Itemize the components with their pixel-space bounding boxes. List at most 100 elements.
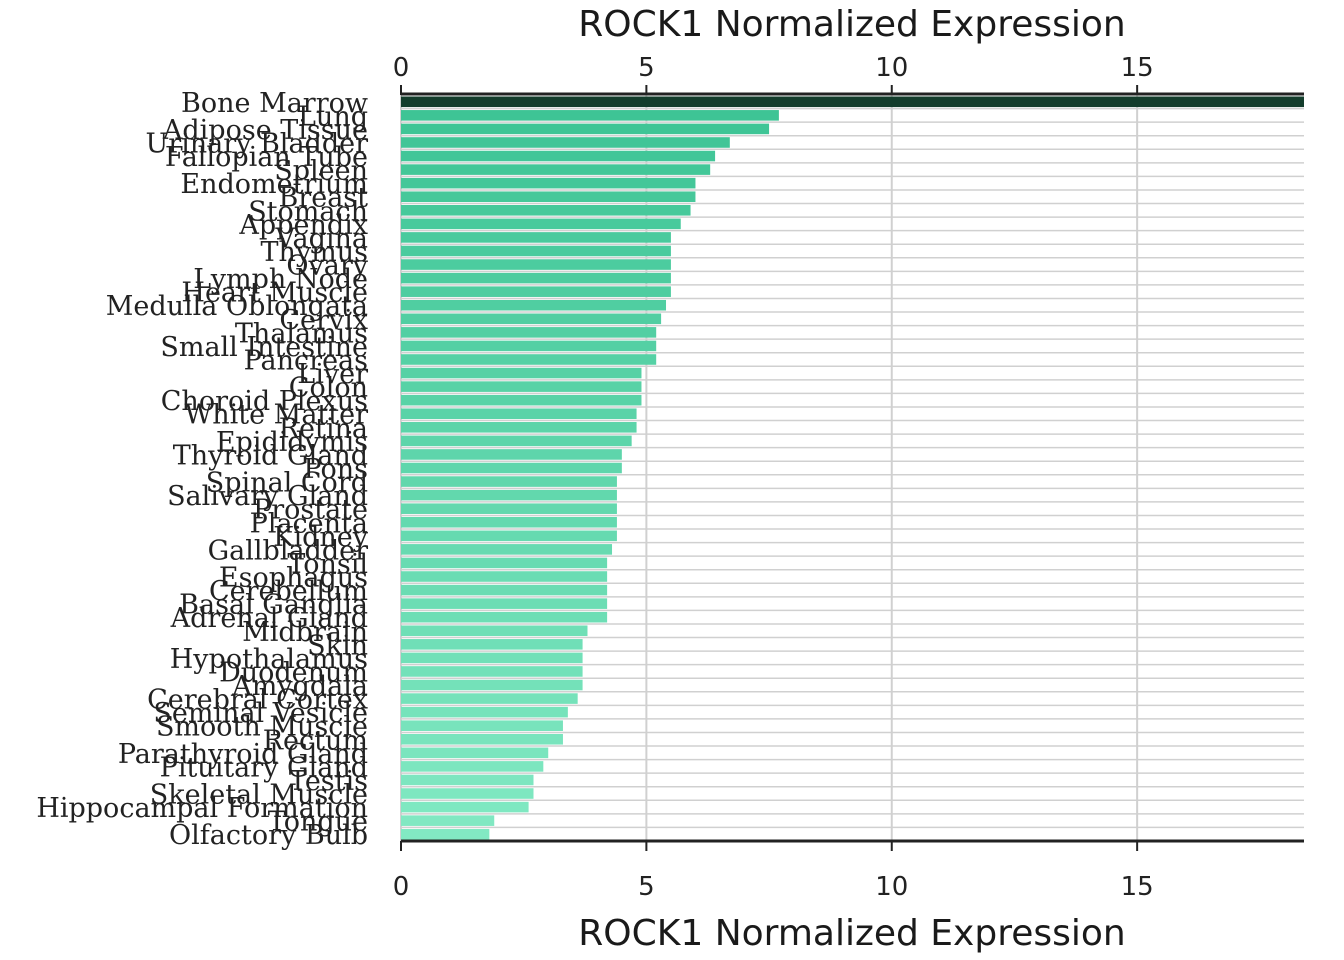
category-label: Skin [307,630,368,661]
category-label: Olfactory Bulb [169,820,368,851]
bar-0 [401,96,1304,108]
bar-9 [401,218,681,230]
top-tick-label: 5 [638,53,655,83]
bottom-axis-title: ROCK1 Normalized Expression [578,913,1125,954]
top-tick-label: 10 [875,53,908,83]
bar-27 [401,462,622,474]
bottom-tick-label: 10 [875,872,908,902]
category-label: Midbrain [242,617,368,648]
bar-36 [401,584,608,596]
bar-1 [401,110,779,121]
bar-47 [401,733,563,745]
gridlines [400,95,1304,841]
bar-54 [401,828,490,840]
bar-42 [401,666,583,677]
bar-14 [401,286,671,297]
category-label: Breast [278,183,368,214]
bar-25 [401,435,632,447]
category-label: Liver [297,359,368,390]
category-label: Medulla Oblongata [106,291,368,322]
category-label: Fallopian Tube [165,142,368,173]
bar-21 [401,381,642,392]
bar-35 [401,571,608,582]
bar-12 [401,259,671,270]
bar-48 [401,747,549,759]
bar-7 [401,191,696,203]
bar-32 [401,530,617,542]
category-label: Vagina [274,223,368,254]
top-tick-label: 15 [1121,53,1154,83]
category-label: Choroid Plexus [161,386,368,417]
bar-26 [401,449,622,460]
category-label: Ovary [286,251,368,282]
axes: 0 0 5 5 10 10 15 15 [393,53,1304,902]
category-label: Retina [279,413,368,444]
category-label: Esophagus [219,563,368,594]
bar-31 [401,516,617,528]
category-label: Duodenum [219,657,368,688]
category-label: Lung [298,101,368,132]
bar-22 [401,394,642,406]
category-label: Hippocampal Formation [36,793,368,824]
bar-43 [401,679,583,691]
bar-23 [401,408,637,420]
category-label: Testis [289,766,368,797]
category-label: Thalamus [235,318,368,349]
bar-49 [401,761,544,772]
category-label: Spleen [274,156,368,187]
bar-44 [401,693,578,704]
category-label: Endometrium [180,169,368,200]
category-label: Thymus [261,237,369,268]
bar-40 [401,639,583,650]
bar-4 [401,150,716,162]
category-label: Adipose Tissue [162,115,368,146]
category-label: Urinary Bladder [145,128,368,159]
bar-37 [401,598,608,609]
bar-30 [401,503,617,514]
category-label: Hypothalamus [170,644,368,675]
category-label: Tonsil [287,549,368,580]
bar-39 [401,625,588,637]
bar-8 [401,205,691,216]
category-label: Tongue [268,807,368,838]
bottom-tick-label: 5 [638,872,655,902]
category-label: Parathyroid Gland [118,739,368,770]
category-label: Smooth Muscle [156,712,368,743]
bar-17 [401,327,657,338]
bar-41 [401,652,583,664]
bar-28 [401,476,617,487]
bar-38 [401,611,608,623]
category-label: Salivary Gland [167,481,368,512]
bar-50 [401,774,534,786]
bar-19 [401,354,657,365]
category-label: Spinal Cord [206,468,368,499]
bottom-tick-label: 15 [1121,872,1154,902]
bars [401,96,1304,840]
category-label: Prostate [253,495,368,526]
top-tick-label: 0 [393,53,410,83]
category-label: Bone Marrow [181,88,368,119]
category-label: Amygdala [231,671,368,702]
bar-11 [401,245,671,257]
category-label: Epididymis [216,427,368,458]
bar-52 [401,801,529,813]
bar-18 [401,340,657,352]
category-label: Lymph Node [193,264,368,295]
category-label: Pons [303,454,368,485]
category-label: Small Intestine [160,332,368,363]
bar-15 [401,299,667,311]
category-label: Placenta [250,508,368,539]
category-label: Colon [289,373,368,404]
bar-45 [401,706,568,718]
bar-46 [401,720,563,731]
category-label: Stomach [248,196,368,227]
category-label: Basal Ganglia [179,590,368,621]
bar-5 [401,164,711,175]
bar-29 [401,489,617,501]
category-label: White Matter [184,400,368,431]
bottom-tick-label: 0 [393,872,410,902]
bar-34 [401,557,608,569]
top-axis-title: ROCK1 Normalized Expression [578,4,1125,45]
